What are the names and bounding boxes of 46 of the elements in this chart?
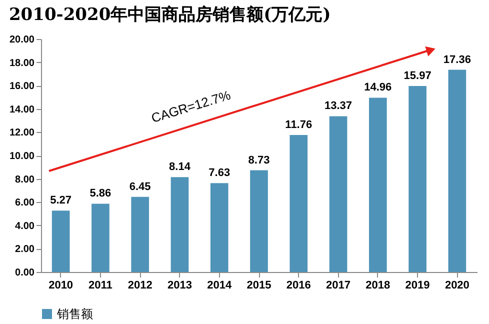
data-label: 11.76 bbox=[285, 118, 312, 131]
y-tick-label: 14.00 bbox=[9, 104, 35, 116]
data-label: 7.63 bbox=[208, 167, 230, 180]
y-tick-label: 20.00 bbox=[9, 34, 35, 46]
x-tick-label: 2013 bbox=[167, 280, 192, 292]
bar bbox=[448, 70, 466, 272]
y-tick-label: 6.00 bbox=[15, 198, 35, 209]
y-tick-label: 10.00 bbox=[9, 151, 35, 162]
bar bbox=[290, 134, 308, 272]
bar bbox=[250, 170, 268, 272]
y-tick-label: 18.00 bbox=[9, 58, 35, 69]
x-tick-label: 2015 bbox=[246, 280, 272, 292]
y-tick-label: 16.00 bbox=[9, 81, 35, 92]
bar bbox=[170, 177, 189, 272]
y-tick-label: 0.00 bbox=[15, 268, 35, 278]
data-label: 14.96 bbox=[364, 82, 392, 94]
x-tick-label: 2010 bbox=[48, 280, 74, 292]
bar bbox=[210, 183, 228, 272]
bar bbox=[52, 210, 70, 272]
bar bbox=[408, 86, 426, 272]
x-tick-label: 2012 bbox=[128, 280, 152, 292]
x-tick-label: 2019 bbox=[405, 280, 430, 292]
data-label: 5.27 bbox=[50, 194, 72, 207]
chart-title: 2010-2020年中国商品房销售额(万亿元) bbox=[8, 5, 331, 25]
bar bbox=[92, 204, 110, 272]
bar bbox=[368, 98, 387, 272]
x-tick-label: 2018 bbox=[366, 280, 390, 292]
bar bbox=[131, 196, 150, 272]
x-tick-label: 2020 bbox=[444, 280, 470, 292]
y-tick-label: 2.00 bbox=[15, 244, 35, 256]
y-tick-label: 4.00 bbox=[15, 220, 35, 232]
legend-label: 销售额 bbox=[56, 307, 93, 321]
bar bbox=[329, 116, 348, 272]
data-label: 15.97 bbox=[404, 70, 432, 82]
data-label: 6.45 bbox=[129, 180, 151, 193]
x-tick-label: 2014 bbox=[207, 280, 232, 292]
x-tick-label: 2017 bbox=[326, 280, 351, 292]
x-tick-label: 2016 bbox=[286, 280, 311, 292]
data-label: 17.36 bbox=[443, 54, 471, 66]
x-tick-label: 2011 bbox=[88, 280, 112, 292]
data-label: 8.14 bbox=[169, 161, 192, 174]
data-label: 5.86 bbox=[90, 188, 112, 200]
data-label: 13.37 bbox=[324, 100, 352, 112]
data-label: 8.73 bbox=[248, 154, 270, 166]
y-tick-label: 8.00 bbox=[15, 174, 35, 186]
y-tick-label: 12.00 bbox=[9, 128, 35, 139]
